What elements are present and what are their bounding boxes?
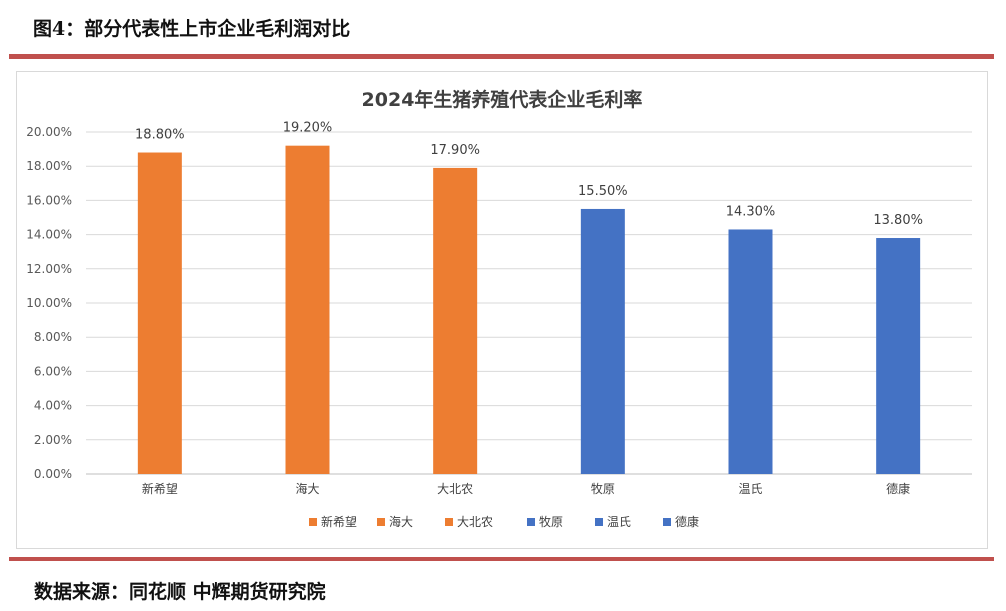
top-divider (9, 54, 994, 59)
data-label: 14.30% (726, 204, 776, 219)
y-tick-label: 20.00% (26, 125, 72, 139)
bars: 18.80% 19.20% 17.90% 15.50% 14.30% 13.80% (135, 121, 923, 474)
x-tick-label: 大北农 (437, 482, 473, 496)
legend-swatch (595, 518, 603, 526)
data-label: 15.50% (578, 184, 628, 199)
figure-title: 图4：部分代表性上市企业毛利润对比 (33, 18, 351, 40)
legend-swatch (527, 518, 535, 526)
legend-label: 温氏 (607, 515, 631, 529)
legend-swatch (445, 518, 453, 526)
bar (433, 167, 478, 474)
bar (876, 238, 921, 474)
legend-label: 新希望 (321, 514, 357, 529)
data-label: 19.20% (283, 121, 333, 136)
legend-swatch (309, 518, 317, 526)
x-tick-label: 温氏 (738, 482, 762, 496)
x-tick-label: 牧原 (591, 482, 615, 496)
y-tick-label: 10.00% (26, 296, 72, 310)
data-label: 13.80% (873, 213, 923, 228)
bar (580, 208, 625, 474)
y-tick-label: 12.00% (26, 262, 72, 276)
legend-swatch (663, 518, 671, 526)
chart-title: 2024年生猪养殖代表企业毛利率 (362, 88, 643, 111)
bar (728, 229, 773, 474)
y-tick-label: 2.00% (34, 433, 72, 447)
legend: 新希望 海大 大北农 牧原 温氏 德康 (309, 514, 699, 529)
bottom-divider (9, 557, 994, 561)
y-tick-label: 6.00% (34, 364, 72, 378)
data-label: 18.80% (135, 128, 185, 143)
y-tick-label: 14.00% (26, 228, 72, 242)
source-note: 数据来源：同花顺 中辉期货研究院 (34, 581, 326, 603)
legend-label: 海大 (389, 514, 413, 529)
y-axis: 0.00% 2.00% 4.00% 6.00% 8.00% 10.00% 12.00% 14.… (26, 125, 72, 481)
gridlines (86, 131, 972, 475)
x-tick-label: 海大 (295, 481, 319, 496)
y-tick-label: 8.00% (34, 330, 72, 344)
y-tick-label: 16.00% (26, 193, 72, 207)
y-tick-label: 0.00% (34, 467, 72, 481)
y-tick-label: 18.00% (26, 159, 72, 173)
x-axis: 新希望 海大 大北农 牧原 温氏 德康 (142, 481, 910, 496)
legend-label: 牧原 (539, 515, 563, 529)
bar (285, 145, 330, 474)
legend-swatch (377, 518, 385, 526)
bar-chart: 2024年生猪养殖代表企业毛利率 0.00% 2.00% 4.00% 6.00% 8.0… (26, 88, 972, 529)
legend-label: 德康 (675, 514, 699, 529)
x-tick-label: 德康 (886, 481, 910, 496)
chart-container: 2024年生猪养殖代表企业毛利率 0.00% 2.00% 4.00% 6.00% 8.0… (16, 71, 988, 549)
legend-label: 大北农 (457, 515, 493, 529)
y-tick-label: 4.00% (34, 399, 72, 413)
data-label: 17.90% (430, 143, 480, 158)
x-tick-label: 新希望 (142, 481, 178, 496)
bar (137, 152, 182, 474)
